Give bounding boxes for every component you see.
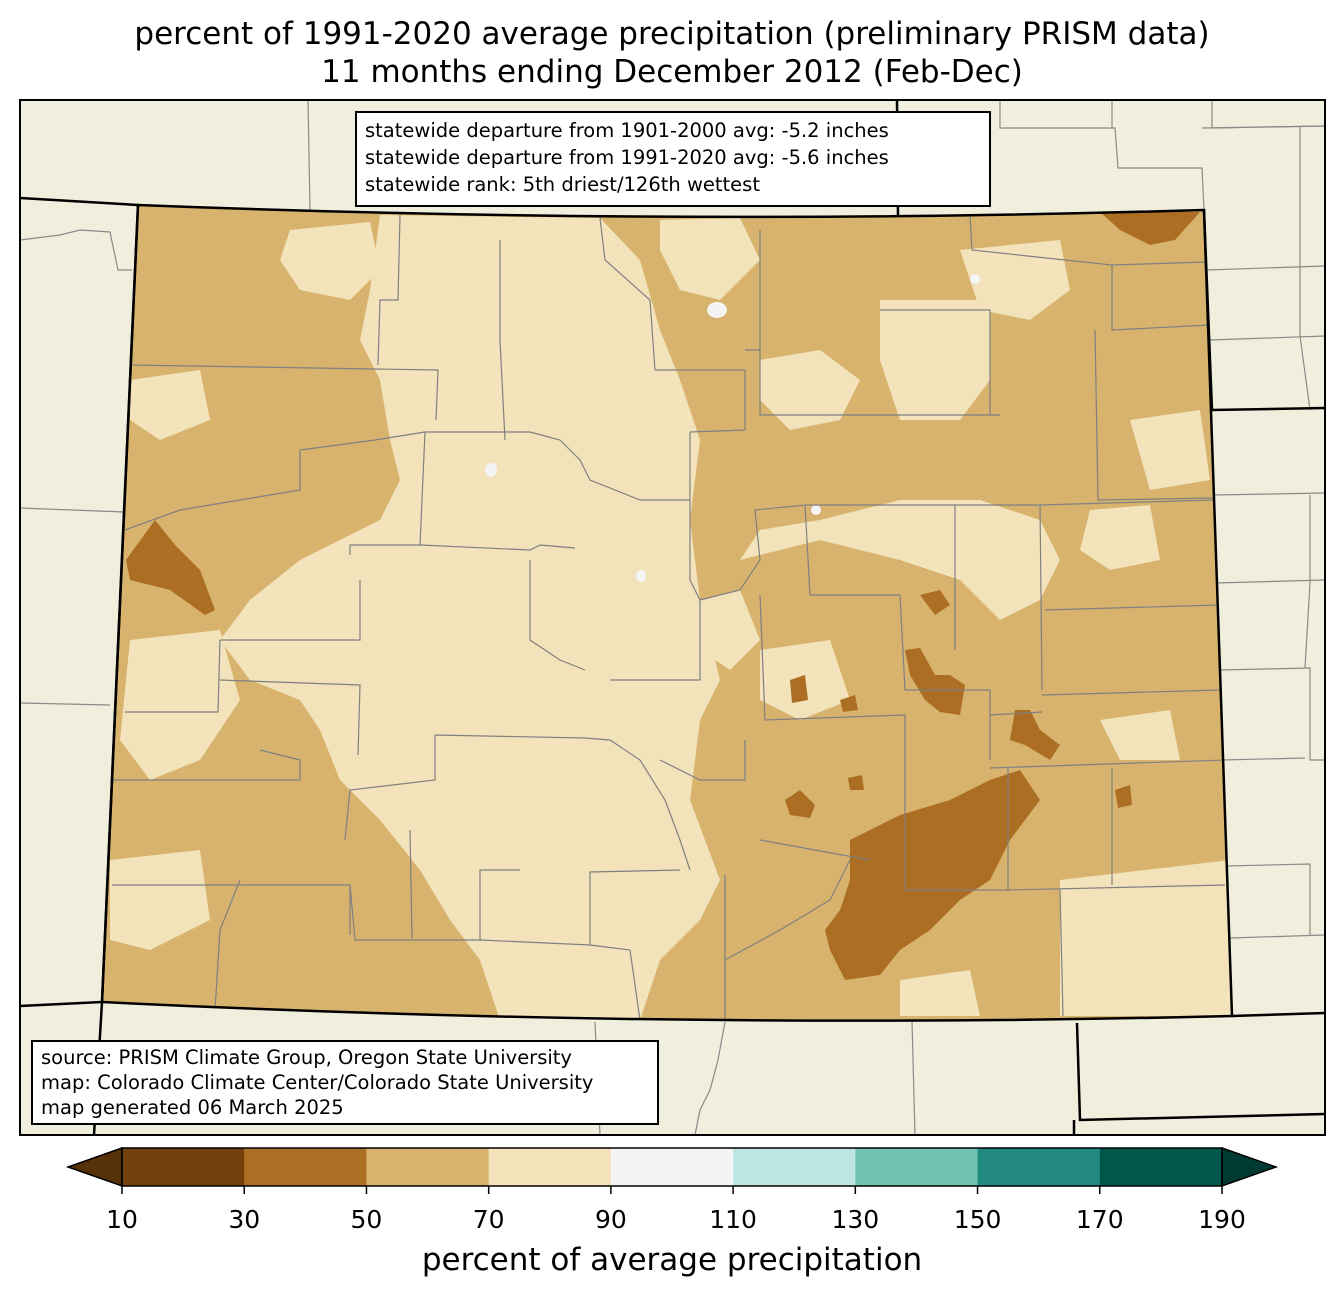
colorbar-segment (488, 1148, 612, 1186)
stats-departure-1901-2000: statewide departure from 1901-2000 avg: … (365, 119, 889, 142)
colorbar-outline (121, 1147, 1223, 1187)
colorbar-segment (122, 1148, 245, 1186)
region-90-110 (485, 274, 980, 582)
colorbar-tick-label: 30 (228, 1205, 261, 1234)
colorbar-segment (1099, 1148, 1223, 1186)
source-box: source: PRISM Climate Group, Oregon Stat… (31, 1040, 659, 1125)
colorbar-tick-label: 150 (953, 1205, 1002, 1234)
colorbar-segment (244, 1148, 367, 1186)
colorbar-tick-label: 10 (106, 1205, 138, 1234)
colorbar-tick-label: 170 (1075, 1205, 1124, 1234)
colorbar-tick-label: 50 (350, 1205, 383, 1234)
source-map-credit: map: Colorado Climate Center/Colorado St… (41, 1071, 594, 1094)
colorbar-tick-label: 130 (831, 1205, 880, 1234)
stats-departure-1991-2020: statewide departure from 1991-2020 avg: … (365, 146, 889, 169)
colorbar-segment (977, 1148, 1101, 1186)
stats-rank: statewide rank: 5th driest/126th wettest (365, 173, 760, 196)
statewide-stats-box: statewide departure from 1901-2000 avg: … (355, 111, 991, 207)
county-lines (110, 214, 1226, 1021)
source-generated-date: map generated 06 March 2025 (41, 1096, 344, 1119)
colorbar-tick-label: 110 (709, 1205, 757, 1234)
colorbar-label: percent of average precipitation (421, 1242, 923, 1278)
colorbar-under-arrow (65, 1146, 123, 1188)
colorbar-segment (610, 1148, 734, 1186)
colorbar-tick-label: 70 (472, 1205, 505, 1234)
region-70-90 (110, 215, 1232, 1020)
map-frame (19, 99, 1326, 1136)
colorbar-tick-label: 190 (1198, 1205, 1246, 1234)
map-title-line1: percent of 1991-2020 average precipitati… (134, 16, 1210, 52)
colorbar-segment (366, 1148, 490, 1186)
source-prism: source: PRISM Climate Group, Oregon Stat… (41, 1046, 572, 1069)
colorbar-segment (855, 1148, 979, 1186)
colorbar-segment (733, 1148, 856, 1186)
colorbar-over-arrow (1221, 1146, 1279, 1188)
map-title-line2: 11 months ending December 2012 (Feb-Dec) (321, 54, 1023, 90)
colorbar-tick-label: 90 (594, 1205, 627, 1234)
colorado-border (100, 203, 1234, 1022)
region-30-50 (126, 212, 1200, 980)
colorbar (65, 1146, 1279, 1194)
state-borders (20, 100, 1325, 1135)
